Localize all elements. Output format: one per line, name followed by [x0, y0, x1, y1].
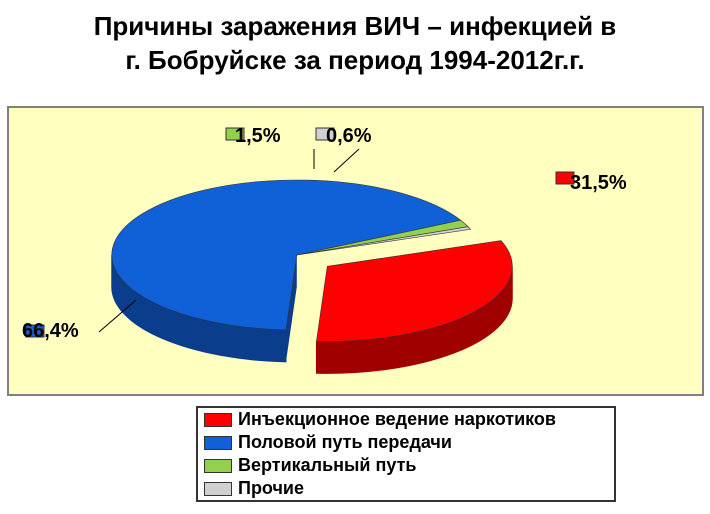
title-line-1: Причины заражения ВИЧ – инфекцией в	[0, 10, 710, 44]
value-label-injection: 31,5%	[570, 172, 627, 195]
legend-label: Половой путь передачи	[238, 432, 452, 453]
value-label-sexual: 66,4%	[22, 320, 79, 343]
legend-item: Инъекционное ведение наркотиков	[198, 408, 614, 431]
legend-swatch	[204, 413, 232, 427]
value-label-other: 0,6%	[326, 125, 372, 148]
legend-item: Половой путь передачи	[198, 431, 614, 454]
legend-item: Вертикальный путь	[198, 454, 614, 477]
title-line-2: г. Бобруйске за период 1994-2012г.г.	[0, 44, 710, 78]
value-label-vertical: 1,5%	[235, 125, 281, 148]
legend-label: Инъекционное ведение наркотиков	[238, 409, 556, 430]
legend: Инъекционное ведение наркотиковПоловой п…	[196, 406, 616, 502]
legend-swatch	[204, 482, 232, 496]
legend-item: Прочие	[198, 477, 614, 500]
chart-plot-area	[11, 110, 700, 392]
legend-label: Вертикальный путь	[238, 455, 416, 476]
leader-line	[334, 149, 359, 172]
legend-swatch	[204, 436, 232, 450]
chart-frame	[7, 106, 704, 396]
page-title: Причины заражения ВИЧ – инфекцией в г. Б…	[0, 0, 710, 78]
pie-chart	[11, 110, 708, 400]
legend-swatch	[204, 459, 232, 473]
legend-label: Прочие	[238, 478, 304, 499]
